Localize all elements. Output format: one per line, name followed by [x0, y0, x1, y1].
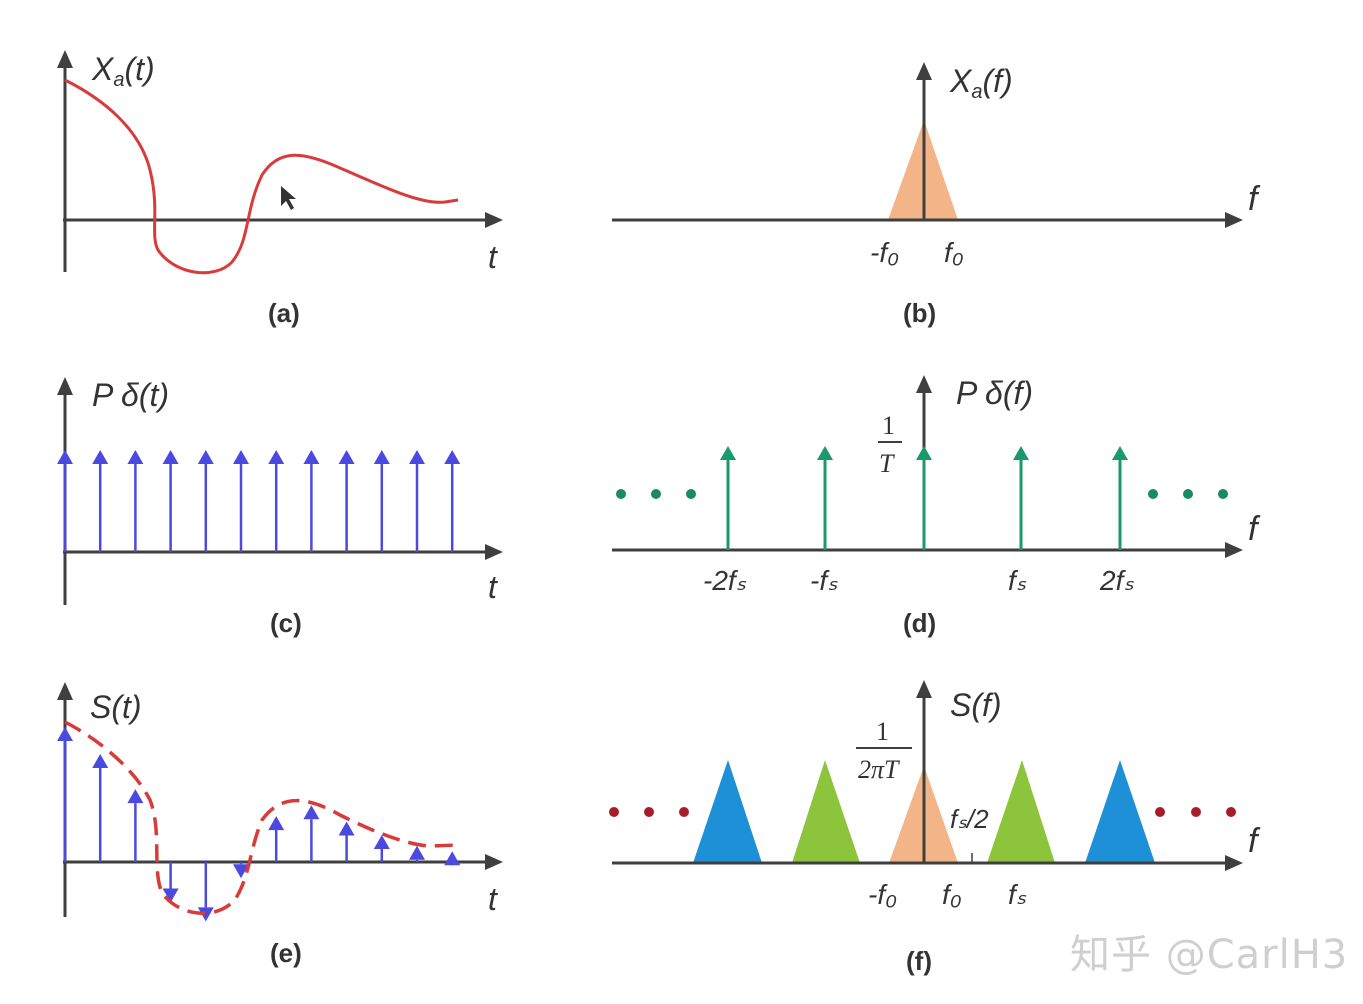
tick-f0: f₀	[942, 879, 962, 910]
impulse-arrowhead-icon	[444, 450, 461, 464]
ylabel: P δ(t)	[92, 377, 169, 413]
impulse-arrowhead-icon	[162, 450, 179, 464]
impulse-arrowhead-icon	[338, 450, 355, 464]
panel-a: Xa(t) t (a)	[57, 50, 503, 328]
impulse-arrowhead-icon	[57, 727, 73, 741]
impulse-arrowhead-icon	[162, 888, 179, 903]
replica-neg-2fs	[693, 760, 762, 863]
impulse-arrowhead-icon	[338, 821, 355, 836]
impulse-train	[57, 450, 461, 552]
tick-neg-f0: -f₀	[870, 237, 899, 268]
impulse-arrowhead-icon	[303, 450, 320, 464]
impulse-arrowhead-icon	[444, 851, 461, 866]
impulse-arrowhead-icon	[373, 835, 390, 849]
impulse-arrowhead-icon	[57, 450, 73, 464]
tick-2fs: 2fₛ	[1099, 565, 1134, 596]
caption: (f)	[906, 946, 932, 976]
xlabel: t	[488, 239, 498, 275]
impulse-arrowhead-icon	[817, 446, 833, 460]
xlabel: f	[1248, 180, 1261, 218]
xlabel: f	[1248, 822, 1261, 860]
ellipsis-left	[609, 807, 689, 817]
caption: (e)	[270, 938, 302, 968]
tick-fs: fₛ	[1008, 879, 1027, 910]
impulse-arrowhead-icon	[197, 450, 214, 464]
impulse-arrowhead-icon	[92, 754, 109, 768]
replica-2fs	[1085, 760, 1155, 863]
xlabel: f	[1248, 510, 1261, 548]
impulse-arrowhead-icon	[233, 864, 249, 879]
caption: (d)	[903, 608, 936, 638]
ylabel: Xa(t)	[91, 51, 155, 91]
caption: (c)	[270, 608, 302, 638]
height-denominator: 2πT	[858, 755, 900, 784]
tick-f0: f₀	[944, 237, 964, 268]
ylabel: Xa(f)	[949, 63, 1013, 103]
ylabel: S(f)	[950, 687, 1002, 723]
impulse-spectrum	[720, 446, 1128, 550]
impulse-arrowhead-icon	[92, 450, 109, 464]
panel-e: S(t) t (e)	[57, 682, 503, 968]
half-fs-label: fₛ/2	[950, 804, 989, 834]
impulse-arrowhead-icon	[303, 805, 320, 820]
ylabel: S(t)	[90, 689, 142, 725]
height-numerator: 1	[876, 717, 889, 746]
sampled-impulses	[57, 727, 461, 922]
impulse-arrowhead-icon	[233, 450, 249, 464]
impulse-arrowhead-icon	[916, 446, 932, 460]
impulse-arrowhead-icon	[409, 450, 425, 464]
xlabel: t	[488, 881, 498, 917]
impulse-arrowhead-icon	[127, 450, 144, 464]
impulse-arrowhead-icon	[1013, 446, 1029, 460]
caption: (b)	[903, 298, 936, 328]
ylabel: P δ(f)	[956, 375, 1033, 411]
envelope-dashed-curve	[64, 720, 459, 915]
tick-neg-2fs: -2fₛ	[703, 565, 747, 596]
analog-signal-curve	[64, 78, 459, 275]
height-denominator: T	[879, 449, 895, 478]
ellipsis-left	[616, 489, 696, 499]
caption: (a)	[268, 298, 300, 328]
tick-neg-f0: -f₀	[868, 879, 897, 910]
ellipsis-right	[1148, 489, 1228, 499]
impulse-arrowhead-icon	[373, 450, 390, 464]
tick-fs: fₛ	[1008, 565, 1027, 596]
impulse-arrowhead-icon	[127, 789, 144, 804]
impulse-arrowhead-icon	[197, 907, 214, 922]
panel-c: P δ(t) t (c)	[57, 377, 503, 638]
panel-b: Xa(f) f -f₀ f₀ (b)	[612, 62, 1261, 328]
tick-neg-fs: -fₛ	[810, 565, 838, 596]
mouse-cursor-icon	[281, 186, 296, 210]
xlabel: t	[488, 569, 498, 605]
watermark: 知乎 @CarlH3	[1070, 932, 1349, 978]
impulse-arrowhead-icon	[720, 446, 736, 460]
impulse-arrowhead-icon	[1112, 446, 1128, 460]
ellipsis-right	[1155, 807, 1236, 817]
panel-d: 1 T P δ(f) f -2fₛ -fₛ fₛ 2fₛ (d)	[612, 375, 1261, 638]
replica-fs	[987, 760, 1055, 863]
impulse-arrowhead-icon	[268, 450, 285, 464]
panel-f: 1 2πT S(f) fₛ/2 f -f₀ f₀ fₛ (f)	[609, 680, 1261, 976]
replica-neg-fs	[792, 760, 860, 863]
impulse-arrowhead-icon	[268, 816, 285, 831]
height-numerator: 1	[882, 411, 895, 440]
impulse-arrowhead-icon	[409, 845, 425, 860]
